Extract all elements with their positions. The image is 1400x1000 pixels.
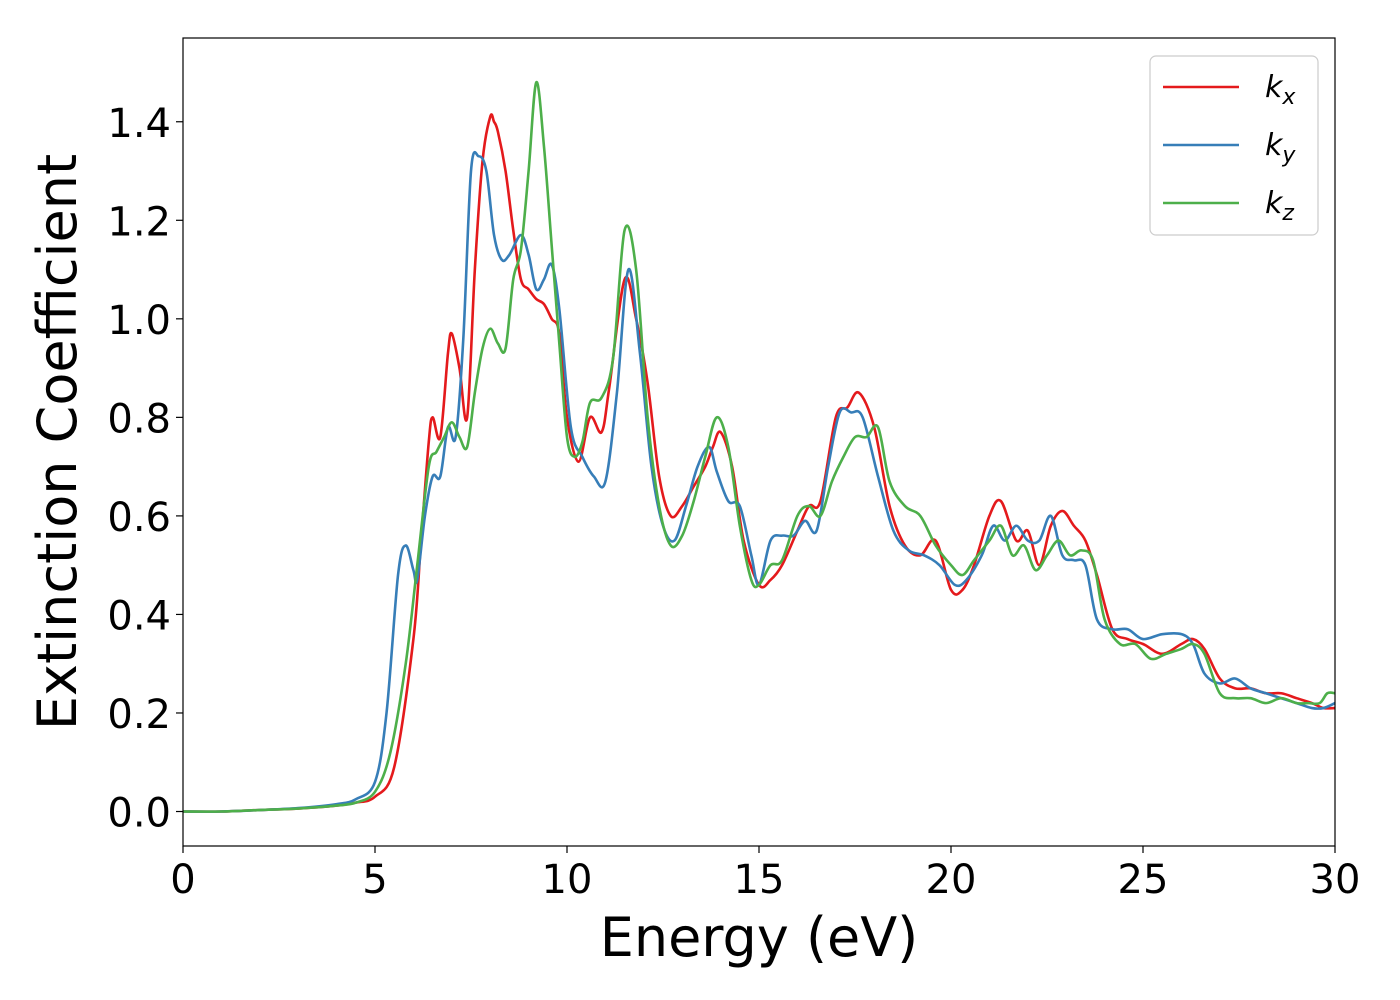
legend-label-x: kx: [1265, 70, 1296, 110]
legend-label-z: kz: [1265, 186, 1294, 226]
y-tick-label: 1.4: [107, 101, 171, 147]
y-axis-title: Extinction Coefficient: [26, 154, 89, 730]
legend: kx ky kz: [1149, 55, 1319, 236]
series-layer: [182, 81, 1336, 813]
y-tick-label: 0.8: [107, 396, 171, 442]
x-tick-label: 20: [926, 857, 977, 903]
y-tick-label: 0.2: [107, 692, 171, 738]
y-tick-label: 1.2: [107, 199, 171, 245]
y-tick-label: 1.0: [107, 298, 171, 344]
x-tick-label: 25: [1118, 857, 1169, 903]
legend-items: kx ky kz: [1163, 70, 1296, 226]
y-tick-label: 0.4: [107, 593, 171, 639]
series-line-z: [182, 81, 1336, 813]
x-tick-label: 10: [542, 857, 593, 903]
x-tick-label: 0: [170, 857, 195, 903]
y-tick-label: 0.6: [107, 495, 171, 541]
x-axis-title: Energy (eV): [600, 906, 919, 969]
y-tick-label: 0.0: [107, 791, 171, 837]
legend-label-y: ky: [1265, 128, 1296, 168]
x-tick-label: 5: [362, 857, 387, 903]
x-axis: 0 5 10 15 20 25 30: [170, 846, 1360, 903]
x-tick-label: 15: [734, 857, 785, 903]
series-line-x: [182, 113, 1336, 813]
y-axis: 0.0 0.2 0.4 0.6 0.8 1.0 1.2 1.4: [107, 101, 183, 837]
x-tick-label: 30: [1310, 857, 1361, 903]
